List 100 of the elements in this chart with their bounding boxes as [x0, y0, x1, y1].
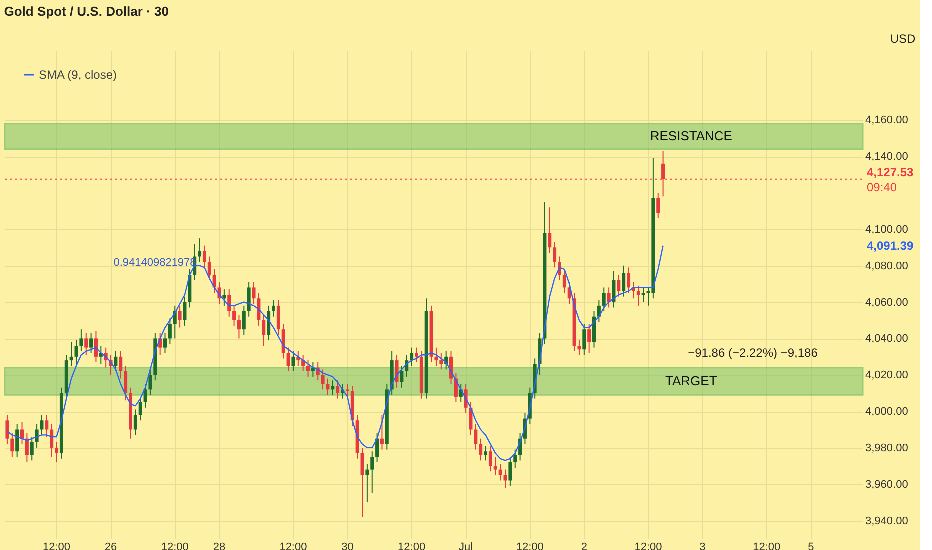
candlestick — [222, 289, 226, 306]
candlestick — [55, 442, 59, 464]
candlestick — [202, 245, 206, 268]
candlestick — [292, 350, 296, 372]
candlestick — [35, 424, 39, 448]
candlestick — [376, 432, 380, 464]
band-label: TARGET — [666, 373, 718, 388]
candlestick — [45, 414, 49, 438]
candlestick — [198, 238, 202, 263]
candlestick — [25, 432, 29, 464]
candlestick — [237, 314, 241, 340]
candlestick — [74, 340, 78, 365]
candlestick — [336, 380, 340, 400]
candlestick — [321, 369, 325, 390]
candlestick — [479, 438, 483, 462]
candlestick — [578, 340, 582, 356]
candlestick — [553, 242, 557, 268]
candlestick — [119, 350, 123, 380]
candlestick — [360, 447, 364, 518]
candlestick — [138, 396, 142, 422]
y-tick-label: 4,040.00 — [866, 333, 908, 346]
candlestick — [588, 324, 592, 354]
candlestick — [602, 287, 606, 312]
candlestick — [636, 285, 640, 306]
candlestick — [286, 347, 290, 372]
legend-label: SMA (9, close) — [39, 68, 118, 82]
candlestick — [262, 314, 266, 346]
y-tick-label: 4,020.00 — [866, 370, 908, 382]
candlestick — [612, 270, 616, 308]
y-tick-label: 4,100.00 — [866, 224, 908, 236]
candlestick — [607, 287, 611, 308]
candlestick — [70, 342, 74, 367]
candlestick — [6, 414, 10, 445]
candlestick — [134, 409, 138, 436]
y-tick-label: 4,000.00 — [866, 406, 908, 418]
candlestick — [183, 296, 187, 326]
candlestick — [306, 360, 310, 378]
candlestick — [469, 402, 473, 436]
band-label: RESISTANCE — [650, 128, 733, 144]
candlestick — [148, 369, 152, 396]
candlestick — [16, 424, 20, 458]
candlestick — [20, 422, 24, 445]
text: USD — [890, 32, 916, 46]
text: 4,091.39 — [867, 238, 914, 253]
candlestick — [627, 267, 631, 294]
candlestick — [252, 282, 256, 305]
candlestick — [440, 352, 444, 370]
candlestick — [582, 324, 586, 356]
candlestick — [508, 456, 512, 487]
candlestick — [10, 432, 14, 458]
candlestick — [276, 300, 280, 336]
candlestick — [434, 347, 438, 367]
candlestick — [164, 332, 168, 354]
candlestick — [247, 282, 251, 318]
candlestick — [232, 305, 236, 326]
candlestick — [562, 269, 566, 294]
candlestick — [617, 274, 621, 298]
candlestick — [84, 332, 88, 356]
candlestick — [346, 384, 350, 398]
y-tick-label: 3,980.00 — [866, 442, 908, 454]
candlestick — [242, 305, 246, 336]
candlestick — [144, 384, 148, 408]
text: 09:40 — [867, 180, 898, 194]
candlestick — [474, 424, 478, 450]
y-tick-label: 4,140.00 — [866, 151, 908, 164]
y-tick-label: 3,960.00 — [866, 478, 908, 491]
y-tick-label: 4,080.00 — [866, 260, 908, 272]
candlestick — [380, 414, 384, 450]
candlestick — [168, 318, 172, 345]
candlestick — [30, 436, 34, 462]
candlestick — [366, 464, 370, 504]
y-tick-label: 4,060.00 — [866, 296, 908, 309]
candlestick — [370, 451, 374, 494]
candlestick — [212, 269, 216, 294]
candlestick — [114, 350, 118, 372]
candlestick — [488, 446, 492, 472]
candlestick — [498, 464, 502, 482]
line-series — [6, 245, 664, 462]
candlestick — [642, 287, 646, 303]
candlestick — [208, 256, 212, 281]
candlestick — [484, 446, 488, 462]
candlestick — [656, 192, 660, 220]
candlestick — [622, 265, 626, 298]
candlestick — [124, 366, 128, 402]
candlestick — [331, 380, 335, 396]
candlestick — [257, 292, 261, 326]
candlestick — [90, 332, 94, 354]
candlestick — [282, 324, 286, 360]
candlestick — [414, 347, 418, 363]
candlestick — [326, 378, 330, 396]
annotation: −91.86 (−2.22%) −9,186 — [688, 346, 818, 360]
candlestick — [80, 329, 84, 352]
candlestick — [395, 354, 399, 388]
candlestick — [662, 150, 666, 198]
candlestick — [228, 289, 232, 318]
ref-line-label: 4,127.53 — [867, 165, 914, 180]
candlestick — [40, 414, 44, 436]
candlestick — [504, 469, 508, 489]
candlestick — [494, 456, 498, 476]
candlestick — [400, 366, 404, 388]
